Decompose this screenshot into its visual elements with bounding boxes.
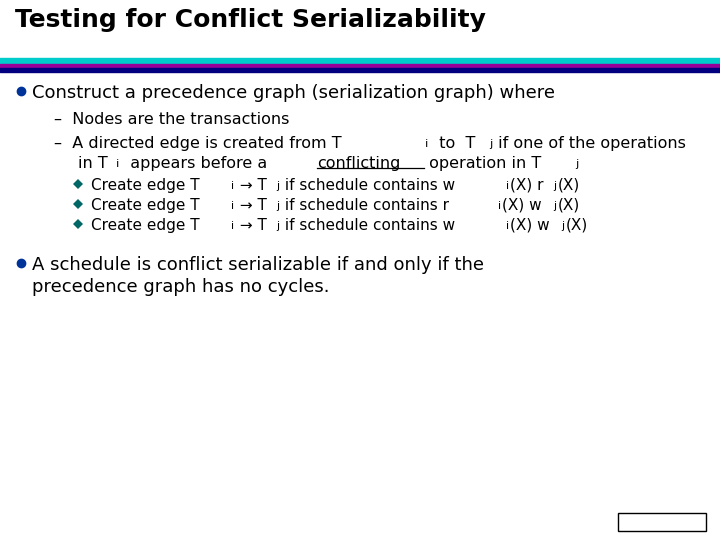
- Text: Construct a precedence graph (serialization graph) where: Construct a precedence graph (serializat…: [32, 84, 555, 102]
- Text: if schedule contains w: if schedule contains w: [280, 178, 456, 193]
- Text: if one of the operations: if one of the operations: [493, 136, 686, 151]
- Text: i: i: [498, 201, 502, 211]
- Text: j: j: [554, 181, 557, 191]
- Text: Testing for Conflict Serializability: Testing for Conflict Serializability: [15, 8, 486, 32]
- Text: (X) w: (X) w: [503, 198, 542, 213]
- Text: precedence graph has no cycles.: precedence graph has no cycles.: [32, 278, 330, 296]
- Text: if schedule contains r: if schedule contains r: [280, 198, 449, 213]
- Text: j: j: [554, 201, 557, 211]
- Text: A schedule is conflict serializable if and only if the: A schedule is conflict serializable if a…: [32, 256, 484, 274]
- Text: i: i: [506, 221, 510, 231]
- Text: –  Nodes are the transactions: – Nodes are the transactions: [54, 112, 289, 127]
- Text: j: j: [575, 159, 579, 169]
- Text: → T: → T: [235, 178, 267, 193]
- Text: operation in T: operation in T: [424, 156, 541, 171]
- Text: i: i: [506, 181, 510, 191]
- Text: 23: 23: [685, 515, 702, 529]
- Text: j: j: [562, 221, 564, 231]
- Text: Create edge T: Create edge T: [91, 198, 199, 213]
- Text: (X): (X): [557, 198, 580, 213]
- Text: i: i: [116, 159, 120, 169]
- Text: to  T: to T: [429, 136, 476, 151]
- Text: j: j: [489, 139, 492, 149]
- Text: → T: → T: [235, 218, 267, 233]
- Text: –  A directed edge is created from T: – A directed edge is created from T: [54, 136, 341, 151]
- Text: j: j: [276, 181, 279, 191]
- Text: i: i: [231, 201, 234, 211]
- Text: (X): (X): [557, 178, 580, 193]
- Text: Create edge T: Create edge T: [91, 178, 199, 193]
- Text: j: j: [276, 201, 279, 211]
- Text: i: i: [231, 181, 234, 191]
- Bar: [618, 513, 706, 531]
- Text: → T: → T: [235, 198, 267, 213]
- Text: appears before a: appears before a: [120, 156, 272, 171]
- Text: conflicting: conflicting: [317, 156, 400, 171]
- Text: j: j: [276, 221, 279, 231]
- Text: (X) w: (X) w: [510, 218, 550, 233]
- Text: if schedule contains w: if schedule contains w: [280, 218, 456, 233]
- Text: Create edge T: Create edge T: [91, 218, 199, 233]
- Text: (X) r: (X) r: [510, 178, 544, 193]
- Text: in T: in T: [78, 156, 107, 171]
- Text: (X): (X): [565, 218, 588, 233]
- Text: i: i: [425, 139, 428, 149]
- Text: i: i: [231, 221, 234, 231]
